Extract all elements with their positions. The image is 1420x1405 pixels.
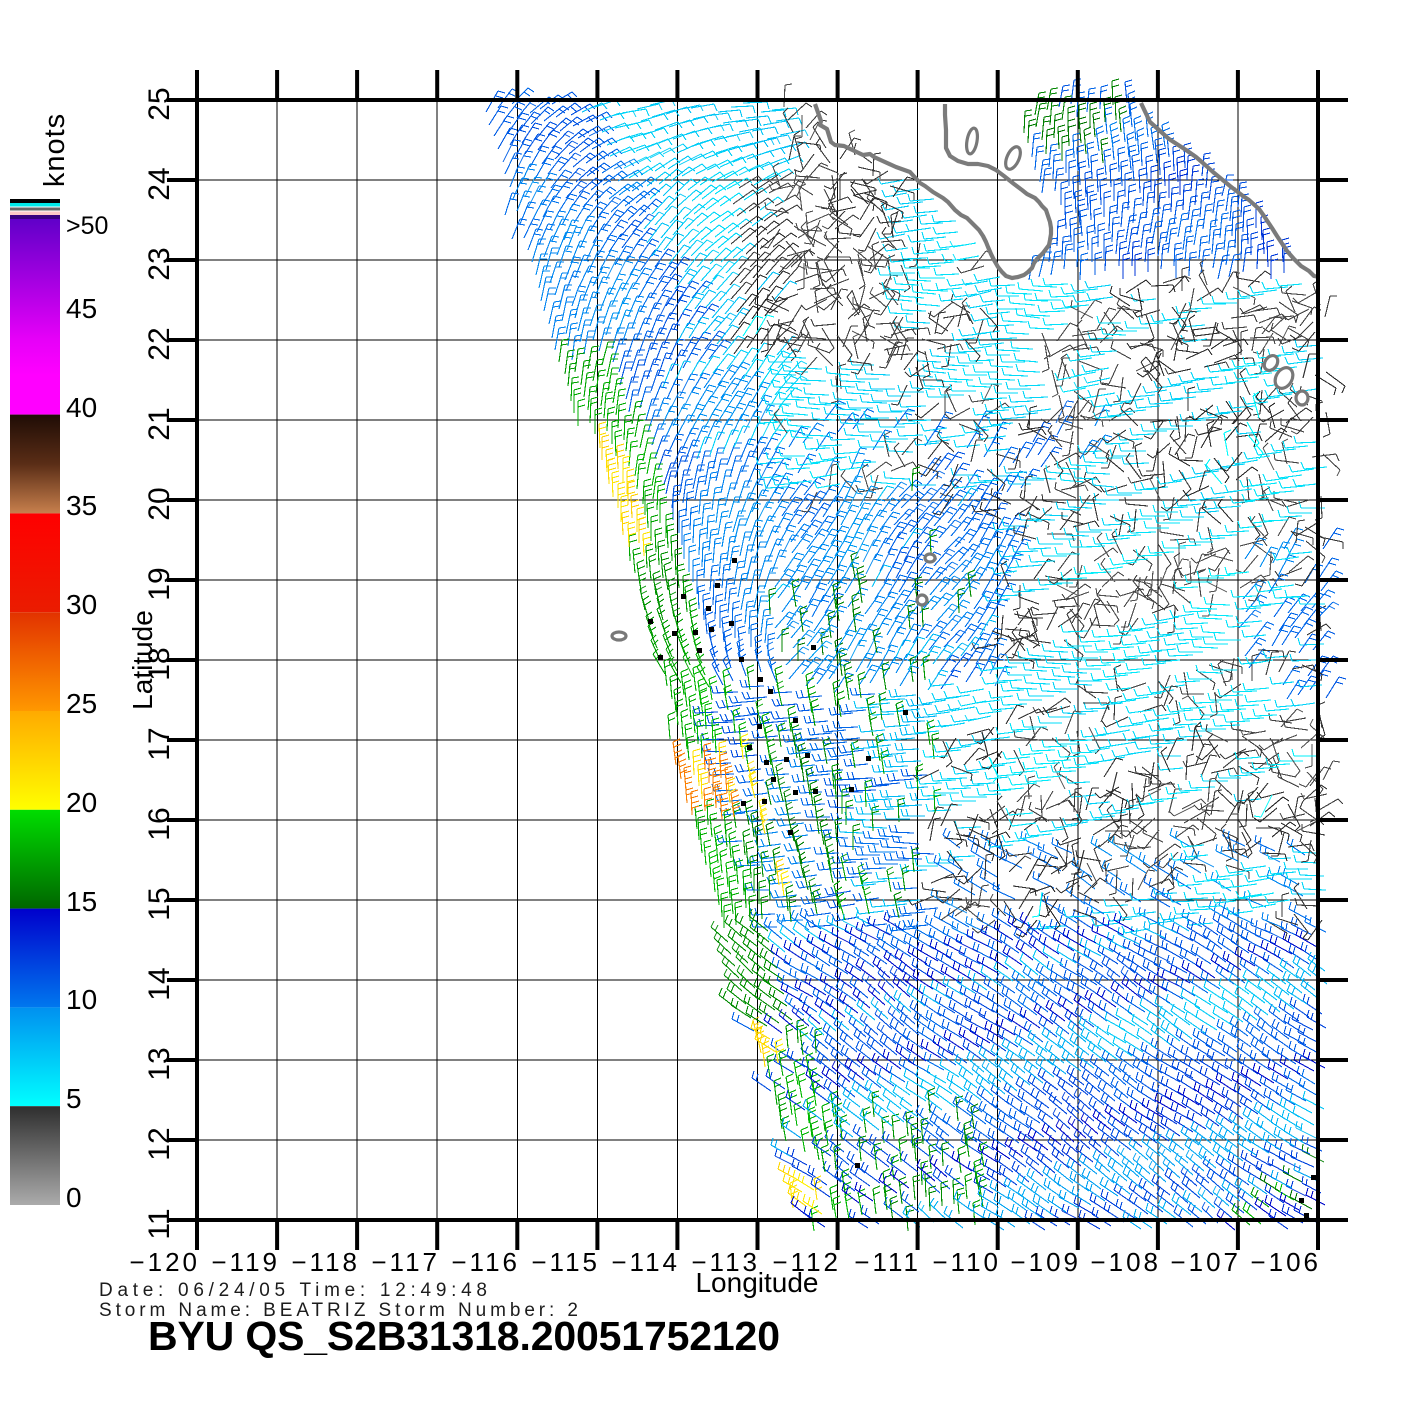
svg-text:Date: 06/24/05 Time: 12:4: Date: 06/24/05 Time: 12:49:48 <box>99 1280 489 1301</box>
svg-text:−108: −108 <box>1090 1247 1161 1277</box>
svg-text:−116: −116 <box>451 1247 520 1277</box>
svg-text:−111: −111 <box>854 1247 921 1277</box>
svg-text:24: 24 <box>143 167 176 200</box>
svg-text:14: 14 <box>143 967 176 1000</box>
svg-text:BYU QS_S2B31318.20051752120: BYU QS_S2B31318.20051752120 <box>148 1313 780 1359</box>
svg-text:40: 40 <box>66 392 97 423</box>
svg-text:−110: −110 <box>932 1247 1001 1277</box>
svg-text:12: 12 <box>143 1127 176 1160</box>
svg-text:17: 17 <box>143 727 176 760</box>
svg-text:35: 35 <box>66 490 97 521</box>
svg-text:5: 5 <box>66 1083 82 1114</box>
svg-text:−109: −109 <box>1010 1247 1081 1277</box>
svg-text:15: 15 <box>66 886 97 917</box>
svg-text:19: 19 <box>143 567 176 600</box>
svg-text:−107: −107 <box>1170 1247 1241 1277</box>
svg-text:0: 0 <box>66 1182 82 1213</box>
svg-text:25: 25 <box>143 87 176 120</box>
svg-text:Longitude: Longitude <box>695 1267 818 1298</box>
svg-text:20: 20 <box>66 787 97 818</box>
svg-text:23: 23 <box>143 247 176 280</box>
svg-text:−114: −114 <box>611 1247 680 1277</box>
svg-text:−120: −120 <box>129 1247 200 1277</box>
svg-text:−117: −117 <box>371 1247 440 1277</box>
svg-text:45: 45 <box>66 293 97 324</box>
svg-text:Storm Name: BEATRIZ Storm: Storm Name: BEATRIZ Storm Number: 2 <box>99 1300 580 1321</box>
svg-text:−118: −118 <box>291 1247 360 1277</box>
svg-text:20: 20 <box>143 487 176 520</box>
svg-text:−115: −115 <box>531 1247 600 1277</box>
svg-text:Latitude: Latitude <box>127 610 158 710</box>
svg-text:knots: knots <box>39 113 71 187</box>
svg-text:−119: −119 <box>211 1247 280 1277</box>
svg-text:25: 25 <box>66 688 97 719</box>
svg-text:11: 11 <box>143 1208 176 1239</box>
svg-text:−113: −113 <box>691 1247 760 1277</box>
svg-text:21: 21 <box>143 407 176 440</box>
svg-text:22: 22 <box>143 327 176 360</box>
svg-text:13: 13 <box>143 1047 176 1080</box>
svg-text:15: 15 <box>143 887 176 920</box>
svg-text:10: 10 <box>66 984 97 1015</box>
svg-text:>50: >50 <box>66 212 108 240</box>
svg-text:16: 16 <box>143 807 176 840</box>
svg-text:30: 30 <box>66 589 97 620</box>
svg-text:18: 18 <box>143 647 176 680</box>
svg-text:−112: −112 <box>772 1247 841 1277</box>
svg-text:−106: −106 <box>1250 1247 1321 1277</box>
